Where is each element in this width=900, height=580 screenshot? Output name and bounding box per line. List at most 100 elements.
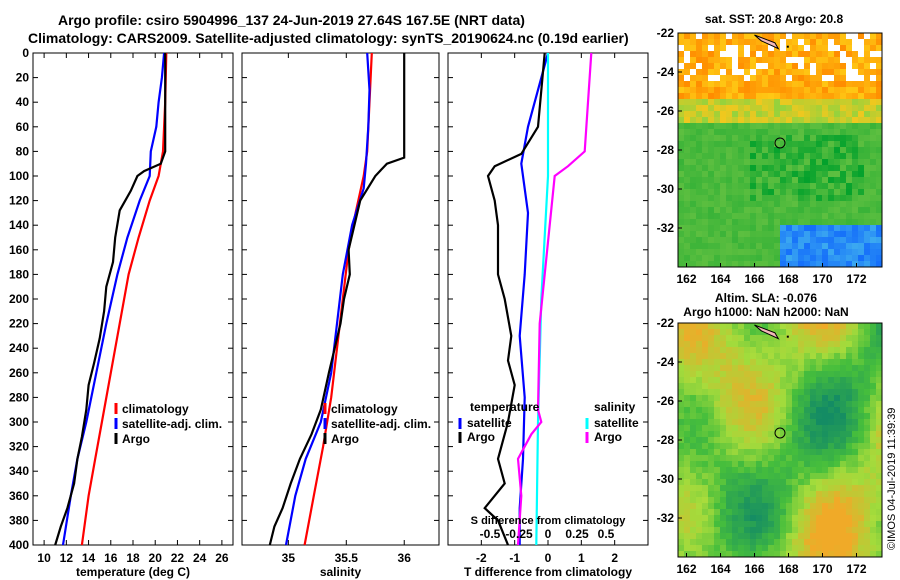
sla_map-cell — [828, 479, 835, 486]
sst_map-cell — [714, 141, 721, 148]
sst_map-cell — [804, 165, 811, 172]
sst_map-cell — [834, 213, 841, 220]
sla_map-cell — [870, 539, 877, 546]
sst_map-cell — [726, 99, 733, 106]
sst_map-cell — [870, 189, 877, 196]
sla_map-cell — [858, 377, 865, 384]
sla_map-cell — [798, 473, 805, 480]
sst_map-cell — [720, 195, 727, 202]
sla_map-cell — [732, 323, 739, 330]
sst_map-cell — [816, 195, 823, 202]
sla_map-cell — [678, 503, 685, 510]
sst_map-cell — [852, 207, 859, 214]
sst_map-cell — [846, 213, 853, 220]
sla_map-cell — [840, 341, 847, 348]
sst_map-cell — [834, 51, 841, 58]
sla_map-cell — [876, 407, 883, 414]
sst_map-cell — [780, 93, 787, 100]
sla_map-cell — [690, 359, 697, 366]
sst_map-cell — [804, 99, 811, 106]
sla_map-cell — [828, 341, 835, 348]
sst_map-cell — [780, 225, 787, 232]
sla_map-cell — [864, 491, 871, 498]
sla_map-cell — [720, 365, 727, 372]
sst_map-cell — [726, 93, 733, 100]
sst_map-cell — [852, 255, 859, 262]
sst_map-cell — [870, 87, 877, 94]
sla_map-cell — [720, 353, 727, 360]
sla_map-cell — [876, 329, 883, 336]
sst_map-cell — [780, 111, 787, 118]
sst_map-cell — [744, 189, 751, 196]
sla_map-cell — [792, 521, 799, 528]
sst_map-cell — [792, 183, 799, 190]
sla_map-cell — [840, 395, 847, 402]
sla_map-cell — [834, 431, 841, 438]
sla_map-cell — [720, 497, 727, 504]
sla_map-cell — [852, 491, 859, 498]
sst_map-cell — [756, 141, 763, 148]
sla_map-cell — [840, 467, 847, 474]
sst_map-cell — [852, 57, 859, 64]
sst_map-cell — [720, 129, 727, 136]
sla_map-cell — [714, 431, 721, 438]
sla_map-cell — [780, 491, 787, 498]
sla_map-cell — [846, 413, 853, 420]
sla_map-cell — [816, 473, 823, 480]
sst_map-cell — [816, 63, 823, 70]
sst_map-cell — [750, 153, 757, 160]
sla_map-cell — [852, 383, 859, 390]
sla_map-cell — [678, 455, 685, 462]
sst_map-cell — [870, 99, 877, 106]
sla_map-cell — [774, 503, 781, 510]
sla_map-cell — [780, 377, 787, 384]
sla_map-cell — [750, 389, 757, 396]
sla_map-cell — [876, 485, 883, 492]
sst_map-cell — [744, 261, 751, 268]
sla_map-cell — [756, 389, 763, 396]
sla_map-cell — [696, 389, 703, 396]
sla_map-cell — [822, 353, 829, 360]
sst_map-cell — [690, 207, 697, 214]
sla_map-cell — [750, 455, 757, 462]
sla_map-cell — [798, 461, 805, 468]
sla_map-cell — [750, 509, 757, 516]
sst_map-cell — [744, 159, 751, 166]
sst_map-cell — [756, 123, 763, 130]
sst_map-cell — [810, 207, 817, 214]
sla_map-cell — [858, 515, 865, 522]
sla_map-cell — [840, 407, 847, 414]
sst_map-cell — [708, 177, 715, 184]
sst_map-cell — [732, 147, 739, 154]
sst_map-cell — [876, 201, 883, 208]
temperature-legend-label: climatology — [122, 402, 189, 416]
sst_map-cell — [756, 225, 763, 232]
sst_map-cell — [714, 81, 721, 88]
sla_map-cell — [684, 425, 691, 432]
sla_map-cell — [858, 545, 865, 552]
sst_map-cell — [726, 255, 733, 262]
sst_map-argo-marker — [774, 137, 786, 149]
sst_map-cell — [840, 171, 847, 178]
sla_map-cell — [828, 551, 835, 558]
sla_map-cell — [858, 431, 865, 438]
sst_map-cell — [744, 123, 751, 130]
sst_map-cell — [702, 123, 709, 130]
temperature-xlabel: temperature (deg C) — [76, 565, 190, 579]
sla_map-cell — [678, 323, 685, 330]
sst_map-cell — [858, 63, 865, 70]
sla_map-cell — [864, 467, 871, 474]
sla_map-cell — [876, 377, 883, 384]
sla_map-cell — [834, 539, 841, 546]
sst_map-cell — [762, 69, 769, 76]
sla_map-cell — [846, 533, 853, 540]
sla_map-cell — [810, 545, 817, 552]
sst_map-cell — [810, 249, 817, 256]
sst_map-cell — [876, 135, 883, 142]
temperature-series-line — [54, 53, 167, 546]
sla_map-cell — [852, 449, 859, 456]
sla_map-cell — [678, 335, 685, 342]
sla_map-cell — [756, 377, 763, 384]
sla_map-cell — [714, 539, 721, 546]
sst_map-cell — [726, 141, 733, 148]
